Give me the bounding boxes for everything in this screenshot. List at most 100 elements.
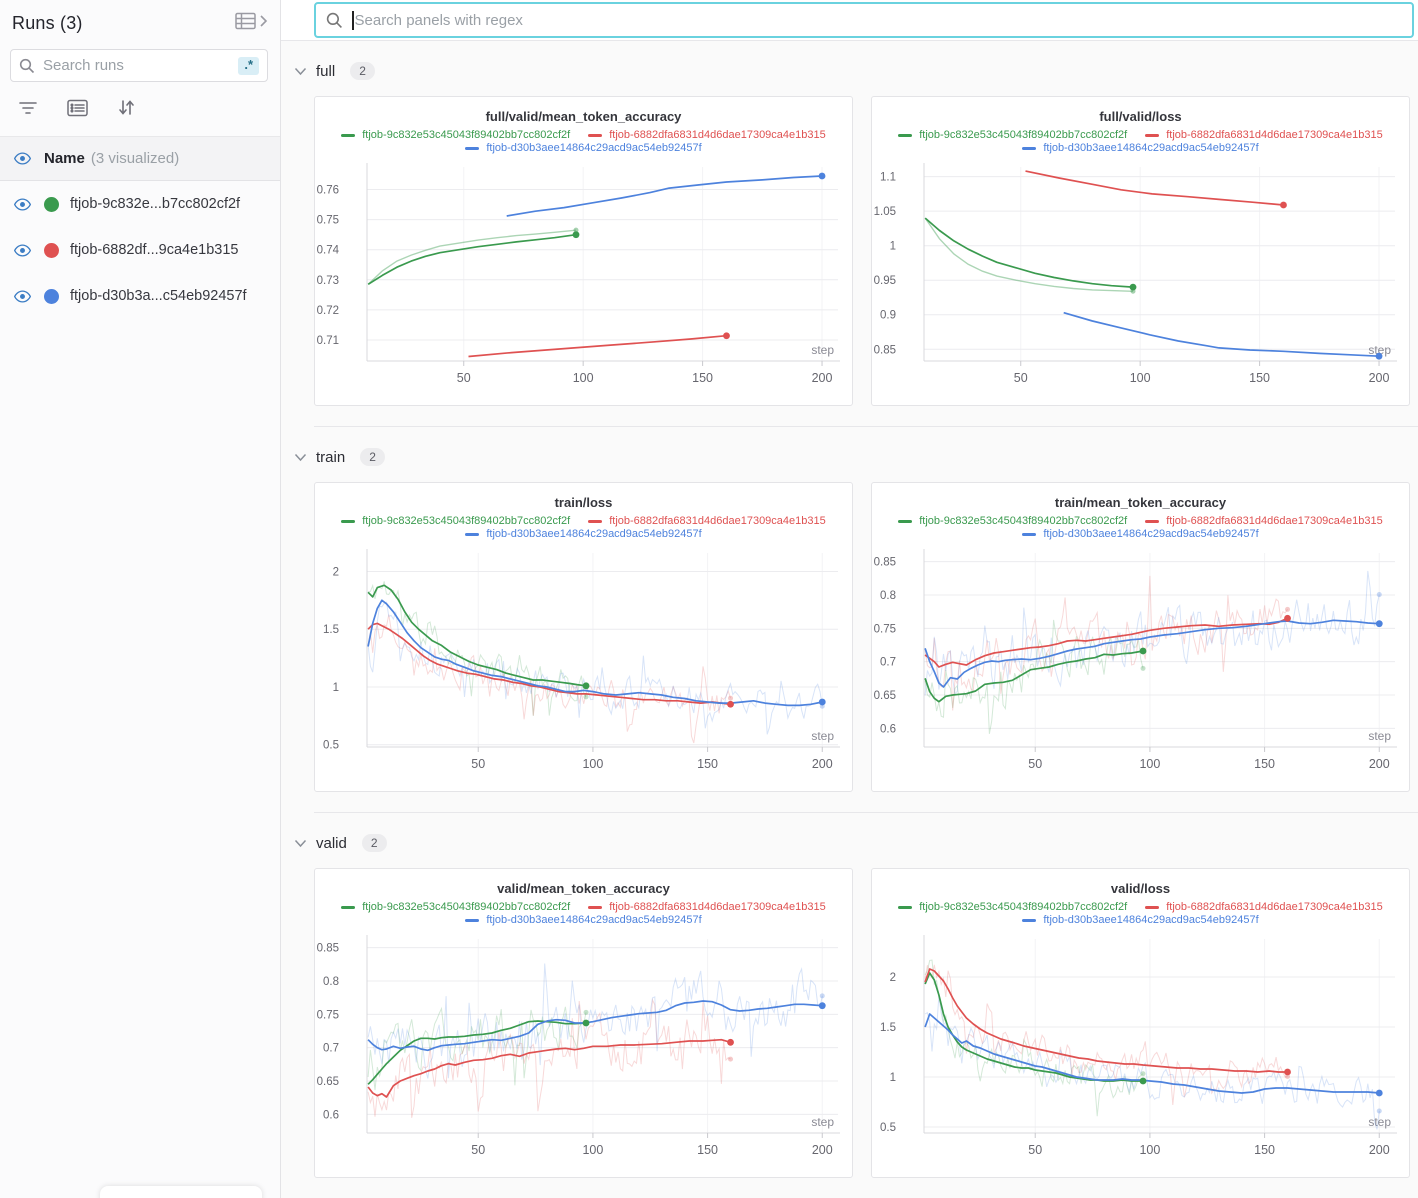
- legend-swatch: [465, 146, 480, 150]
- section-valid-header[interactable]: valid 2: [294, 831, 1418, 855]
- visibility-eye-icon[interactable]: [13, 287, 32, 306]
- expand-table-icon[interactable]: [258, 14, 268, 33]
- legend-swatch: [1022, 146, 1037, 150]
- run-row[interactable]: ftjob-6882df...9ca4e1b315: [0, 227, 280, 273]
- legend-item: ftjob-6882dfa6831d4d6dae17309ca4e1b315: [588, 901, 826, 913]
- svg-text:150: 150: [1249, 371, 1270, 385]
- chart-panel[interactable]: train/mean_token_accuracy ftjob-9c832e53…: [871, 482, 1410, 792]
- search-panels-input[interactable]: Search panels with regex: [314, 2, 1414, 38]
- plot-canvas[interactable]: 0.5 1 1.5 2 50 100 150 200 step: [872, 931, 1409, 1175]
- section-valid: valid 2 valid/mean_token_accuracy ftjob-…: [294, 812, 1418, 1198]
- run-name[interactable]: ftjob-6882df...9ca4e1b315: [70, 242, 239, 258]
- legend-run-name: ftjob-9c832e53c45043f89402bb7cc802cf2f: [919, 129, 1128, 141]
- chart-legend: ftjob-9c832e53c45043f89402bb7cc802cf2f f…: [329, 515, 838, 540]
- search-runs-input[interactable]: Search runs .*: [10, 49, 268, 82]
- svg-text:0.76: 0.76: [317, 185, 339, 197]
- search-panels-placeholder: Search panels with regex: [354, 11, 523, 29]
- chart-panel[interactable]: full/valid/mean_token_accuracy ftjob-9c8…: [314, 96, 853, 406]
- legend-run-name: ftjob-6882dfa6831d4d6dae17309ca4e1b315: [1166, 129, 1383, 141]
- svg-text:step: step: [811, 729, 834, 743]
- svg-text:0.72: 0.72: [317, 305, 339, 317]
- svg-text:50: 50: [1014, 371, 1028, 385]
- legend-item: ftjob-9c832e53c45043f89402bb7cc802cf2f: [898, 901, 1127, 913]
- section-train-header[interactable]: train 2: [294, 445, 1418, 469]
- svg-text:0.73: 0.73: [317, 275, 339, 287]
- chart-legend: ftjob-9c832e53c45043f89402bb7cc802cf2f f…: [886, 129, 1395, 154]
- legend-swatch: [588, 133, 603, 137]
- run-color-dot: [44, 196, 59, 212]
- svg-text:0.95: 0.95: [874, 275, 896, 287]
- svg-text:1.5: 1.5: [880, 1022, 896, 1034]
- legend-item: ftjob-9c832e53c45043f89402bb7cc802cf2f: [898, 129, 1127, 141]
- visibility-all-eye-icon[interactable]: [13, 149, 32, 168]
- legend-swatch: [1145, 133, 1160, 137]
- visibility-eye-icon[interactable]: [13, 241, 32, 260]
- svg-text:1: 1: [333, 682, 339, 694]
- svg-text:100: 100: [1130, 371, 1151, 385]
- legend-swatch: [588, 519, 603, 523]
- legend-run-name: ftjob-9c832e53c45043f89402bb7cc802cf2f: [362, 129, 571, 141]
- group-icon[interactable]: [67, 99, 88, 122]
- filter-icon[interactable]: [18, 99, 38, 122]
- legend-run-name: ftjob-6882dfa6831d4d6dae17309ca4e1b315: [1166, 515, 1383, 527]
- svg-text:0.71: 0.71: [317, 335, 339, 347]
- plot-canvas[interactable]: 0.6 0.65 0.7 0.75 0.8 0.85 50 100 150 200 step: [872, 545, 1409, 789]
- plot-canvas[interactable]: 0.85 0.9 0.95 1 1.05 1.1 50 100 150 200 step: [872, 159, 1409, 403]
- sidebar-divider: [0, 136, 280, 137]
- svg-text:0.5: 0.5: [880, 1122, 896, 1134]
- legend-item: ftjob-6882dfa6831d4d6dae17309ca4e1b315: [1145, 901, 1383, 913]
- legend-run-name: ftjob-6882dfa6831d4d6dae17309ca4e1b315: [609, 129, 826, 141]
- section-count-badge: 2: [350, 62, 375, 80]
- runs-table-icon[interactable]: [235, 12, 256, 35]
- legend-swatch: [898, 133, 913, 137]
- chevron-down-icon: [294, 839, 307, 847]
- legend-item: ftjob-9c832e53c45043f89402bb7cc802cf2f: [341, 129, 570, 141]
- legend-swatch: [465, 918, 480, 922]
- legend-run-name: ftjob-d30b3aee14864c29acd9ac54eb92457f: [1043, 142, 1259, 154]
- chart-legend: ftjob-9c832e53c45043f89402bb7cc802cf2f f…: [886, 901, 1395, 926]
- legend-run-name: ftjob-9c832e53c45043f89402bb7cc802cf2f: [362, 515, 571, 527]
- section-full: full 2 full/valid/mean_token_accuracy ft…: [294, 41, 1418, 426]
- plot-canvas[interactable]: 0.5 1 1.5 2 50 100 150 200 step: [315, 545, 852, 789]
- svg-text:0.9: 0.9: [880, 310, 896, 322]
- legend-run-name: ftjob-d30b3aee14864c29acd9ac54eb92457f: [1043, 528, 1259, 540]
- plot-canvas[interactable]: 0.71 0.72 0.73 0.74 0.75 0.76 50 100 150 200 step: [315, 159, 852, 403]
- regex-toggle[interactable]: .*: [238, 56, 259, 75]
- svg-text:0.75: 0.75: [317, 215, 339, 227]
- svg-text:0.75: 0.75: [317, 1009, 339, 1021]
- legend-item: ftjob-d30b3aee14864c29acd9ac54eb92457f: [1022, 914, 1259, 926]
- run-name[interactable]: ftjob-d30b3a...c54eb92457f: [70, 288, 247, 304]
- legend-item: ftjob-6882dfa6831d4d6dae17309ca4e1b315: [588, 129, 826, 141]
- svg-text:step: step: [1368, 343, 1391, 357]
- panel-search-bar: Search panels with regex: [281, 0, 1418, 41]
- chevron-down-icon: [294, 67, 307, 75]
- svg-text:step: step: [811, 1115, 834, 1129]
- chart-panel[interactable]: full/valid/loss ftjob-9c832e53c45043f894…: [871, 96, 1410, 406]
- chart-title: full/valid/mean_token_accuracy: [485, 109, 682, 124]
- visibility-eye-icon[interactable]: [13, 195, 32, 214]
- run-row[interactable]: ftjob-d30b3a...c54eb92457f: [0, 273, 280, 319]
- sort-icon[interactable]: [117, 98, 135, 122]
- chart-panel[interactable]: train/loss ftjob-9c832e53c45043f89402bb7…: [314, 482, 853, 792]
- name-column-header: Name: [44, 150, 85, 167]
- bottom-popover: [100, 1186, 262, 1198]
- plot-canvas[interactable]: 0.6 0.65 0.7 0.75 0.8 0.85 50 100 150 200 step: [315, 931, 852, 1175]
- svg-text:200: 200: [812, 757, 833, 771]
- svg-text:1.1: 1.1: [880, 172, 896, 184]
- chart-panel[interactable]: valid/mean_token_accuracy ftjob-9c832e53…: [314, 868, 853, 1178]
- svg-text:150: 150: [697, 757, 718, 771]
- run-row[interactable]: ftjob-9c832e...b7cc802cf2f: [0, 181, 280, 227]
- svg-text:2: 2: [890, 972, 896, 984]
- chart-panel[interactable]: valid/loss ftjob-9c832e53c45043f89402bb7…: [871, 868, 1410, 1178]
- legend-run-name: ftjob-d30b3aee14864c29acd9ac54eb92457f: [1043, 914, 1259, 926]
- legend-swatch: [341, 133, 356, 137]
- svg-text:150: 150: [1254, 757, 1275, 771]
- section-full-header[interactable]: full 2: [294, 59, 1418, 83]
- legend-run-name: ftjob-6882dfa6831d4d6dae17309ca4e1b315: [609, 515, 826, 527]
- svg-text:step: step: [811, 343, 834, 357]
- chevron-down-icon: [294, 453, 307, 461]
- run-name[interactable]: ftjob-9c832e...b7cc802cf2f: [70, 196, 241, 212]
- runs-table-header: Name (3 visualized): [0, 137, 280, 181]
- svg-text:1.05: 1.05: [874, 206, 896, 218]
- legend-swatch: [898, 519, 913, 523]
